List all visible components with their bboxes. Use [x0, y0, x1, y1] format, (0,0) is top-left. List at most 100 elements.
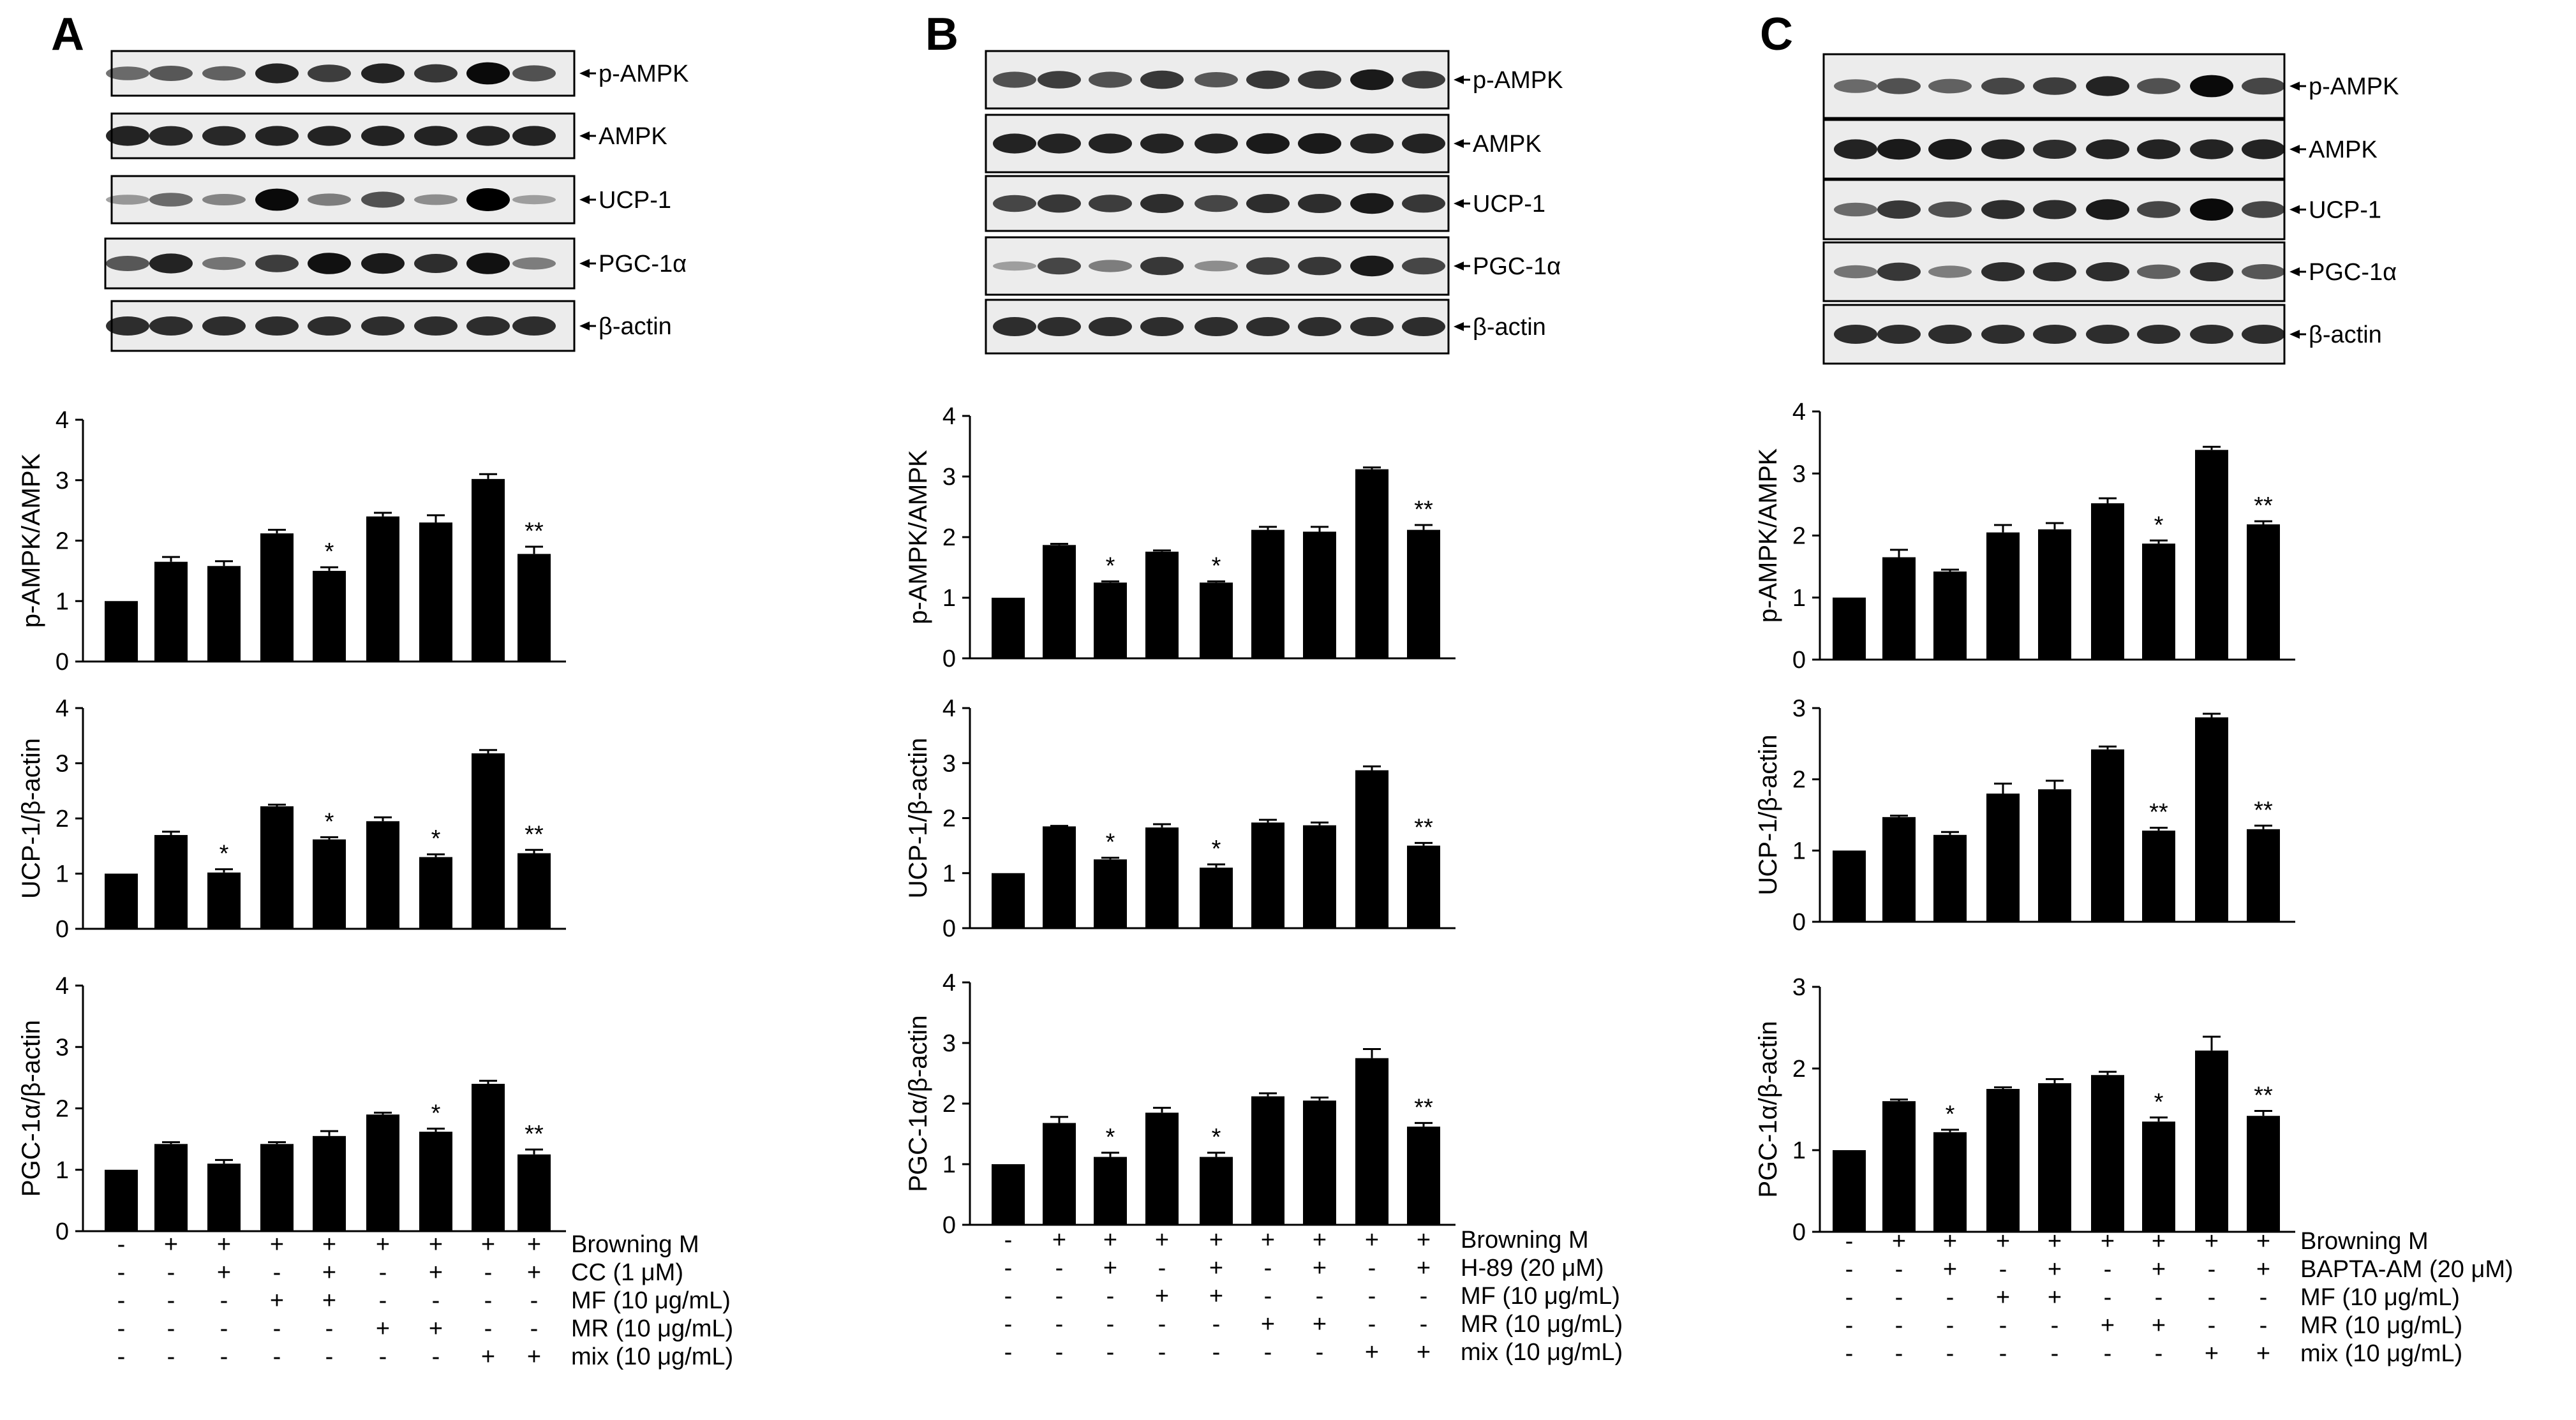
blot-ucp-1: UCP-1: [106, 175, 671, 225]
y-tick-label: 0: [942, 646, 956, 672]
treatment-sign: -: [2208, 1284, 2216, 1311]
treatment-sign: +: [527, 1259, 541, 1286]
blot-band: [2137, 139, 2180, 159]
bar: [1986, 794, 2020, 922]
bar: [1303, 825, 1336, 928]
treatment-sign: -: [1264, 1283, 1272, 1310]
blot-band: [2086, 262, 2129, 281]
arrow-icon: [2289, 145, 2300, 154]
treatment-sign: -: [2260, 1284, 2268, 1311]
blot-band: [466, 316, 510, 336]
blot-band: [106, 66, 149, 80]
treatment-sign: -: [117, 1231, 126, 1258]
treatment-sign: -: [1212, 1311, 1221, 1338]
bar: [1407, 1127, 1440, 1225]
bar: [154, 1144, 188, 1231]
y-tick-label: 3: [1792, 974, 1806, 1001]
bar: [154, 834, 188, 929]
blot-band: [255, 126, 299, 146]
bar: [1986, 1089, 2020, 1232]
arrow-icon: [2289, 82, 2300, 91]
treatment-sign: -: [1264, 1255, 1272, 1282]
bar: [1933, 834, 1967, 922]
bar: [2038, 1083, 2071, 1232]
significance-label: *: [2154, 512, 2164, 538]
treatment-sign: -: [1845, 1228, 1854, 1255]
treatment-sign: -: [273, 1259, 281, 1286]
blot-band: [1246, 257, 1290, 275]
treatment-sign: -: [432, 1343, 440, 1370]
blot-band: [1140, 256, 1184, 276]
bar: [517, 853, 551, 929]
bar: [1094, 1157, 1127, 1225]
blot-band: [1981, 139, 2025, 159]
treatment-sign: -: [1368, 1255, 1376, 1282]
bar: [2142, 544, 2175, 660]
blot-band: [1402, 133, 1445, 154]
treatment-label: Browning M: [2300, 1228, 2429, 1255]
significance-label: *: [1212, 1124, 1221, 1151]
treatment-sign: +: [2256, 1228, 2270, 1255]
treatment-sign: +: [481, 1343, 495, 1370]
bar: [154, 561, 188, 662]
bar: [419, 522, 452, 662]
blot-band: [2033, 200, 2076, 219]
treatment-sign: -: [1158, 1339, 1166, 1366]
bar: [313, 839, 346, 929]
treatment-sign: +: [1103, 1255, 1117, 1282]
blot-band: [2086, 325, 2129, 344]
blot-band: [255, 316, 299, 336]
y-tick-label: 2: [56, 1096, 69, 1123]
bar: [2247, 829, 2280, 922]
blot-p-ampk: p-AMPK: [985, 50, 1563, 110]
blot-label: β-actin: [599, 313, 672, 340]
treatment-sign: -: [2208, 1312, 2216, 1339]
treatment-sign: +: [322, 1259, 336, 1286]
y-tick-label: 0: [56, 649, 69, 676]
bar: [517, 554, 551, 662]
treatment-sign: -: [1106, 1283, 1115, 1310]
treatment-sign: +: [1943, 1228, 1957, 1255]
blot-label: PGC-1α: [2309, 259, 2397, 286]
panel-b: Bp-AMPK AMPK UCP-1 PGC-1α β-actin 0 1 2 3 4 p-AMPK…: [904, 9, 1623, 1366]
arrow-icon: [579, 322, 590, 330]
blot-band: [512, 126, 556, 146]
blot-band: [361, 316, 405, 336]
blot-band: [149, 193, 193, 207]
bar: [260, 806, 294, 929]
blot-band: [202, 256, 246, 270]
treatment-sign: +: [1996, 1284, 2010, 1311]
treatment-sign: +: [164, 1231, 178, 1258]
blot-label: UCP-1: [599, 187, 671, 214]
treatment-label: MF (10 μg/mL): [2300, 1284, 2460, 1311]
treatment-sign: +: [1155, 1227, 1169, 1254]
treatment-label: MF (10 μg/mL): [571, 1287, 731, 1314]
blot-band: [1928, 201, 1972, 218]
bar: [419, 857, 452, 929]
arrow-icon: [579, 259, 590, 268]
blot-band: [1402, 257, 1445, 275]
blot-band: [361, 63, 405, 84]
y-tick-label: 3: [1792, 695, 1806, 722]
treatment-sign: -: [1055, 1283, 1064, 1310]
blot-label: AMPK: [599, 123, 667, 150]
bar: [260, 1144, 294, 1231]
treatment-sign: -: [530, 1315, 539, 1342]
blot-band: [466, 62, 510, 85]
treatment-sign: +: [1892, 1228, 1906, 1255]
treatment-sign: -: [1845, 1312, 1854, 1339]
blot-band: [361, 126, 405, 146]
bar: [2142, 1121, 2175, 1232]
blot-band: [2033, 140, 2076, 159]
blot-band: [1877, 262, 1921, 281]
bar: [472, 1084, 505, 1231]
significance-label: *: [431, 1100, 441, 1127]
blot-band: [993, 133, 1036, 154]
treatment-sign: +: [527, 1231, 541, 1258]
blot-band: [1981, 77, 2025, 95]
treatment-sign: -: [484, 1315, 493, 1342]
